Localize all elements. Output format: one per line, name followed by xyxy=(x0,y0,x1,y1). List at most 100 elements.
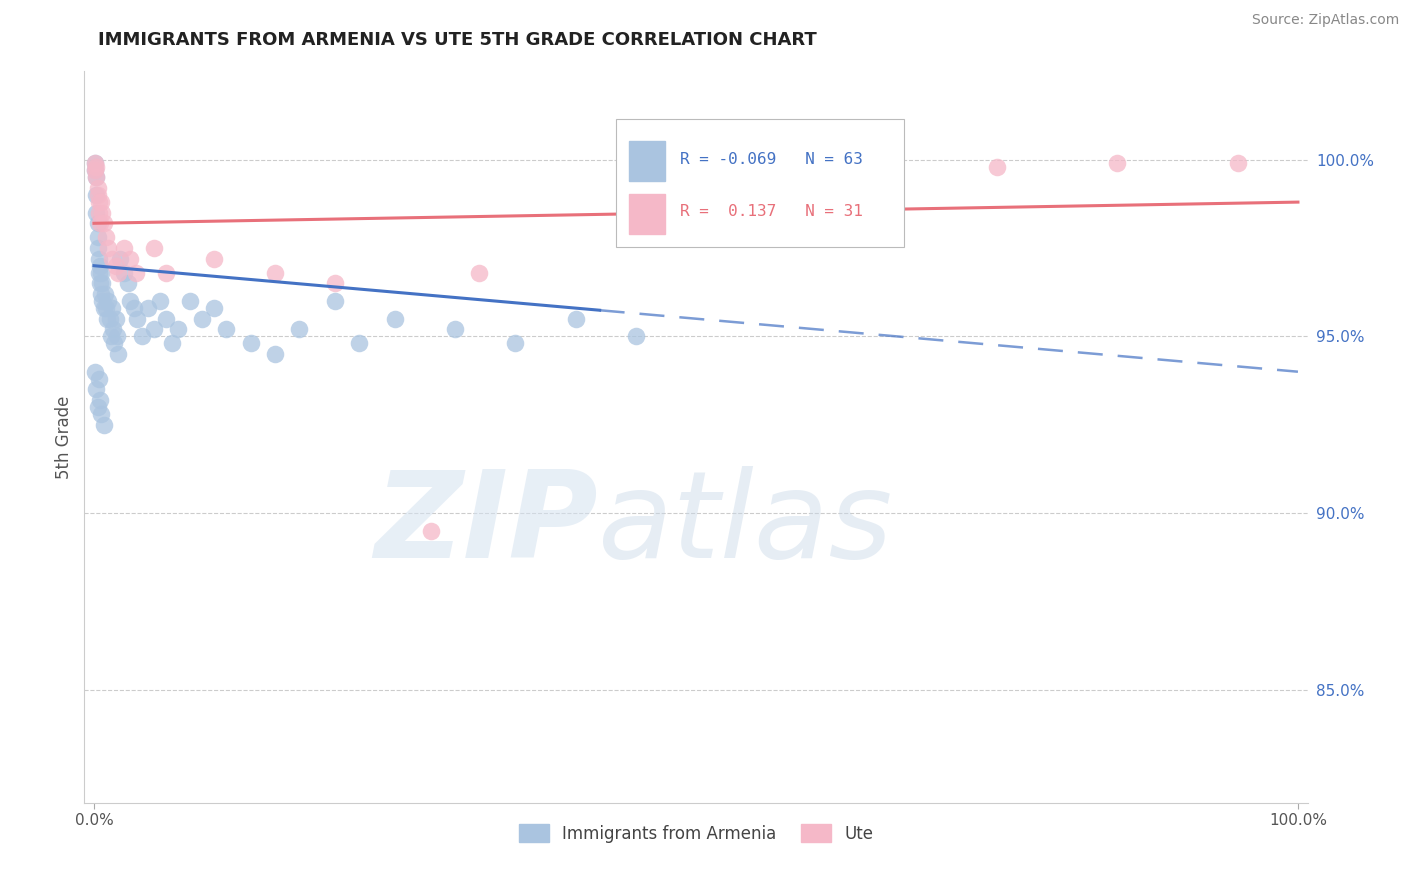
Point xyxy=(167,322,190,336)
Point xyxy=(263,347,285,361)
Point xyxy=(131,329,153,343)
Point xyxy=(104,259,127,273)
Bar xyxy=(628,194,665,234)
Point xyxy=(89,392,111,407)
Point xyxy=(84,163,107,178)
Point xyxy=(112,241,135,255)
Point xyxy=(103,322,125,336)
Text: atlas: atlas xyxy=(598,467,893,583)
Point xyxy=(806,160,828,174)
Point xyxy=(91,205,114,219)
Point xyxy=(86,170,108,185)
Point xyxy=(87,205,110,219)
Point xyxy=(624,329,647,343)
Point xyxy=(143,322,166,336)
Point xyxy=(136,301,159,315)
Point xyxy=(149,293,172,308)
Point xyxy=(239,336,262,351)
FancyBboxPatch shape xyxy=(616,119,904,247)
Point xyxy=(89,216,111,230)
Point xyxy=(384,311,406,326)
Point xyxy=(191,311,214,326)
Point xyxy=(84,163,107,178)
Text: ZIP: ZIP xyxy=(374,467,598,583)
Point xyxy=(155,311,177,326)
Point xyxy=(86,160,108,174)
Point xyxy=(287,322,309,336)
Point xyxy=(86,241,108,255)
Point xyxy=(84,365,107,379)
Point xyxy=(100,329,122,343)
Point xyxy=(93,417,115,432)
Point xyxy=(1226,156,1249,170)
Point xyxy=(91,277,114,291)
Point xyxy=(87,266,110,280)
Point xyxy=(103,336,125,351)
Point xyxy=(84,156,107,170)
Point xyxy=(84,156,107,170)
Point xyxy=(112,266,135,280)
Point xyxy=(143,241,166,255)
Point xyxy=(120,293,142,308)
Point xyxy=(263,266,285,280)
Point xyxy=(93,216,115,230)
Point xyxy=(444,322,467,336)
Point xyxy=(94,301,117,315)
Point xyxy=(86,170,108,185)
Point xyxy=(107,266,129,280)
Point xyxy=(162,336,184,351)
Point xyxy=(86,400,108,414)
Point xyxy=(323,293,346,308)
Point xyxy=(1107,156,1129,170)
Point xyxy=(323,277,346,291)
Point xyxy=(86,188,108,202)
Point xyxy=(202,252,225,266)
Point xyxy=(104,311,127,326)
Point xyxy=(87,252,110,266)
Point xyxy=(86,181,108,195)
Point xyxy=(107,347,129,361)
Y-axis label: 5th Grade: 5th Grade xyxy=(55,395,73,479)
Point xyxy=(215,322,238,336)
Point xyxy=(87,195,110,210)
Point xyxy=(91,293,114,308)
Point xyxy=(96,311,118,326)
Point xyxy=(105,329,128,343)
Point xyxy=(86,188,108,202)
Point xyxy=(101,252,124,266)
Bar xyxy=(628,141,665,181)
Point xyxy=(89,259,111,273)
Point xyxy=(87,372,110,386)
Point xyxy=(93,301,115,315)
Point xyxy=(986,160,1008,174)
Text: R =  0.137   N = 31: R = 0.137 N = 31 xyxy=(681,204,863,219)
Point xyxy=(97,241,120,255)
Point xyxy=(468,266,491,280)
Point xyxy=(505,336,527,351)
Point xyxy=(110,252,132,266)
Point xyxy=(86,383,108,397)
Point xyxy=(94,230,117,244)
Point xyxy=(86,216,108,230)
Text: Source: ZipAtlas.com: Source: ZipAtlas.com xyxy=(1251,13,1399,28)
Point xyxy=(179,293,201,308)
Point xyxy=(86,230,108,244)
Point xyxy=(347,336,370,351)
Point xyxy=(125,266,148,280)
Point xyxy=(127,311,149,326)
Point xyxy=(122,301,145,315)
Point xyxy=(420,524,443,538)
Text: IMMIGRANTS FROM ARMENIA VS UTE 5TH GRADE CORRELATION CHART: IMMIGRANTS FROM ARMENIA VS UTE 5TH GRADE… xyxy=(98,31,817,49)
Legend: Immigrants from Armenia, Ute: Immigrants from Armenia, Ute xyxy=(512,818,880,849)
Point xyxy=(90,266,112,280)
Point xyxy=(90,195,112,210)
Point xyxy=(94,287,117,301)
Point xyxy=(155,266,177,280)
Point xyxy=(90,287,112,301)
Point xyxy=(117,277,139,291)
Point xyxy=(97,293,120,308)
Point xyxy=(86,205,108,219)
Point xyxy=(90,407,112,421)
Point xyxy=(564,311,586,326)
Point xyxy=(89,277,111,291)
